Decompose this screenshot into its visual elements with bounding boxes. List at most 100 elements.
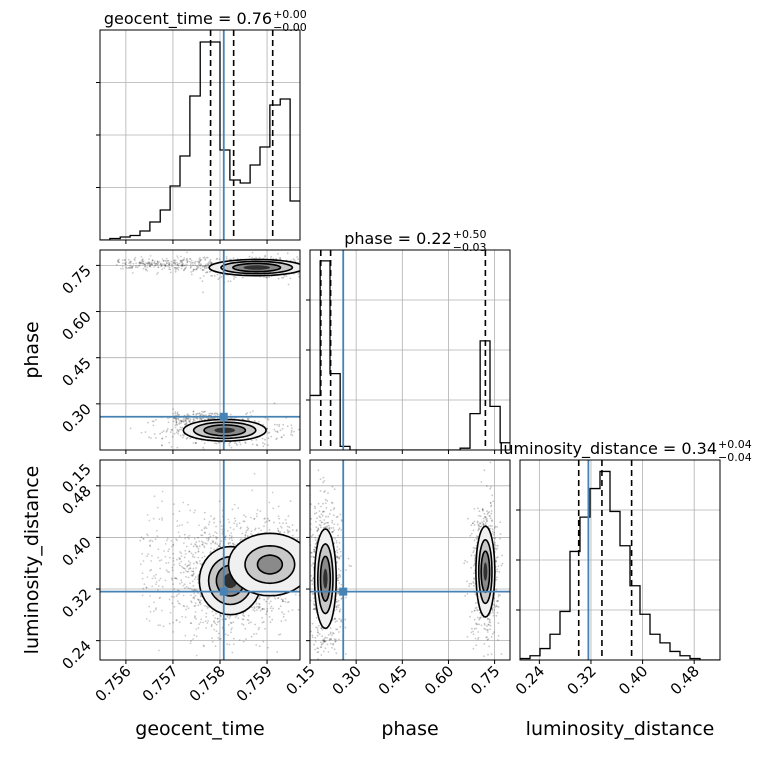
sample-point: [320, 513, 323, 515]
sample-point: [318, 515, 321, 518]
sample-point: [228, 258, 231, 261]
sample-point: [197, 266, 200, 269]
sample-point: [488, 618, 491, 621]
sample-point: [180, 420, 183, 422]
sample-point: [474, 593, 477, 596]
contour-line: [192, 421, 257, 440]
sample-point: [201, 529, 203, 531]
sample-point: [264, 438, 266, 441]
sample-point: [292, 258, 295, 261]
sample-point: [161, 444, 163, 447]
sample-point: [149, 610, 152, 613]
sample-point: [325, 526, 328, 528]
sample-point: [320, 505, 322, 508]
sample-point: [205, 256, 208, 259]
sample-point: [168, 571, 171, 574]
sample-point: [274, 597, 277, 600]
sample-point: [208, 417, 211, 420]
sample-point: [198, 258, 201, 261]
sample-point: [170, 429, 173, 431]
sample-point: [473, 578, 475, 581]
sample-point: [220, 540, 223, 543]
sample-point: [482, 509, 484, 512]
sample-point: [118, 258, 120, 261]
sample-point: [145, 268, 147, 271]
sample-point: [227, 624, 230, 626]
sample-point: [192, 584, 195, 587]
sample-point: [320, 627, 322, 630]
sample-point: [252, 410, 254, 412]
sample-point: [226, 643, 229, 646]
sample-point: [195, 618, 198, 620]
sample-point: [326, 637, 328, 639]
sample-point: [182, 571, 185, 574]
sample-point: [255, 256, 257, 259]
sample-point: [229, 280, 232, 283]
sample-point: [208, 262, 210, 265]
sample-point: [313, 600, 316, 603]
sample-point: [274, 430, 277, 433]
sample-point: [473, 562, 476, 565]
sample-point: [129, 427, 132, 430]
density-fill: [243, 265, 270, 270]
sample-point: [186, 260, 189, 262]
sample-point: [172, 557, 175, 560]
sample-point: [135, 265, 138, 267]
sample-point: [313, 604, 316, 606]
density-fill: [257, 555, 283, 574]
sample-point: [184, 264, 187, 267]
sample-point: [155, 262, 158, 265]
sample-point: [188, 550, 191, 553]
sample-point: [480, 525, 483, 528]
sample-point: [297, 273, 300, 275]
sample-point: [482, 523, 485, 526]
sample-point: [490, 510, 493, 512]
sample-point: [199, 414, 202, 416]
sample-point: [475, 535, 478, 537]
sample-point: [148, 263, 151, 265]
sample-point: [209, 261, 212, 264]
sample-point: [277, 252, 279, 255]
sample-point: [489, 515, 491, 517]
sample-point: [333, 523, 336, 525]
sample-point: [288, 526, 291, 529]
sample-point: [153, 610, 155, 613]
sample-point: [149, 265, 151, 267]
sample-point: [307, 538, 309, 540]
sample-point: [311, 558, 313, 560]
contour-line: [220, 260, 294, 275]
sample-point: [148, 540, 151, 543]
sample-point: [337, 557, 340, 560]
sample-point: [185, 608, 187, 611]
sample-point: [267, 598, 269, 600]
sample-point: [225, 257, 228, 260]
sample-point: [164, 264, 167, 266]
contour-panel-geocent_time-vs-phase: [99, 249, 307, 451]
sample-point: [142, 262, 144, 265]
sample-point: [176, 539, 178, 542]
sample-point: [312, 556, 315, 559]
sample-point: [471, 627, 473, 630]
sample-point: [195, 441, 197, 444]
sample-point: [378, 514, 380, 516]
sample-point: [219, 614, 222, 617]
sample-point: [320, 627, 323, 630]
sample-point: [287, 530, 290, 533]
sample-point: [146, 576, 149, 578]
sample-point: [157, 548, 160, 551]
sample-point: [481, 508, 484, 510]
sample-point: [491, 528, 494, 531]
sample-point: [310, 551, 313, 554]
sample-point: [282, 276, 285, 279]
sample-point: [201, 540, 203, 543]
sample-point: [193, 605, 196, 608]
sample-point: [278, 423, 281, 426]
sample-point: [198, 599, 200, 601]
sample-point: [139, 262, 142, 265]
sample-point: [336, 556, 338, 559]
histogram-panel-geocent_time: geocent_time = 0.76 +0.00−0.00: [96, 8, 307, 241]
sample-point: [244, 442, 247, 444]
sample-point: [497, 606, 500, 608]
sample-point: [305, 262, 307, 264]
sample-point: [241, 623, 243, 625]
